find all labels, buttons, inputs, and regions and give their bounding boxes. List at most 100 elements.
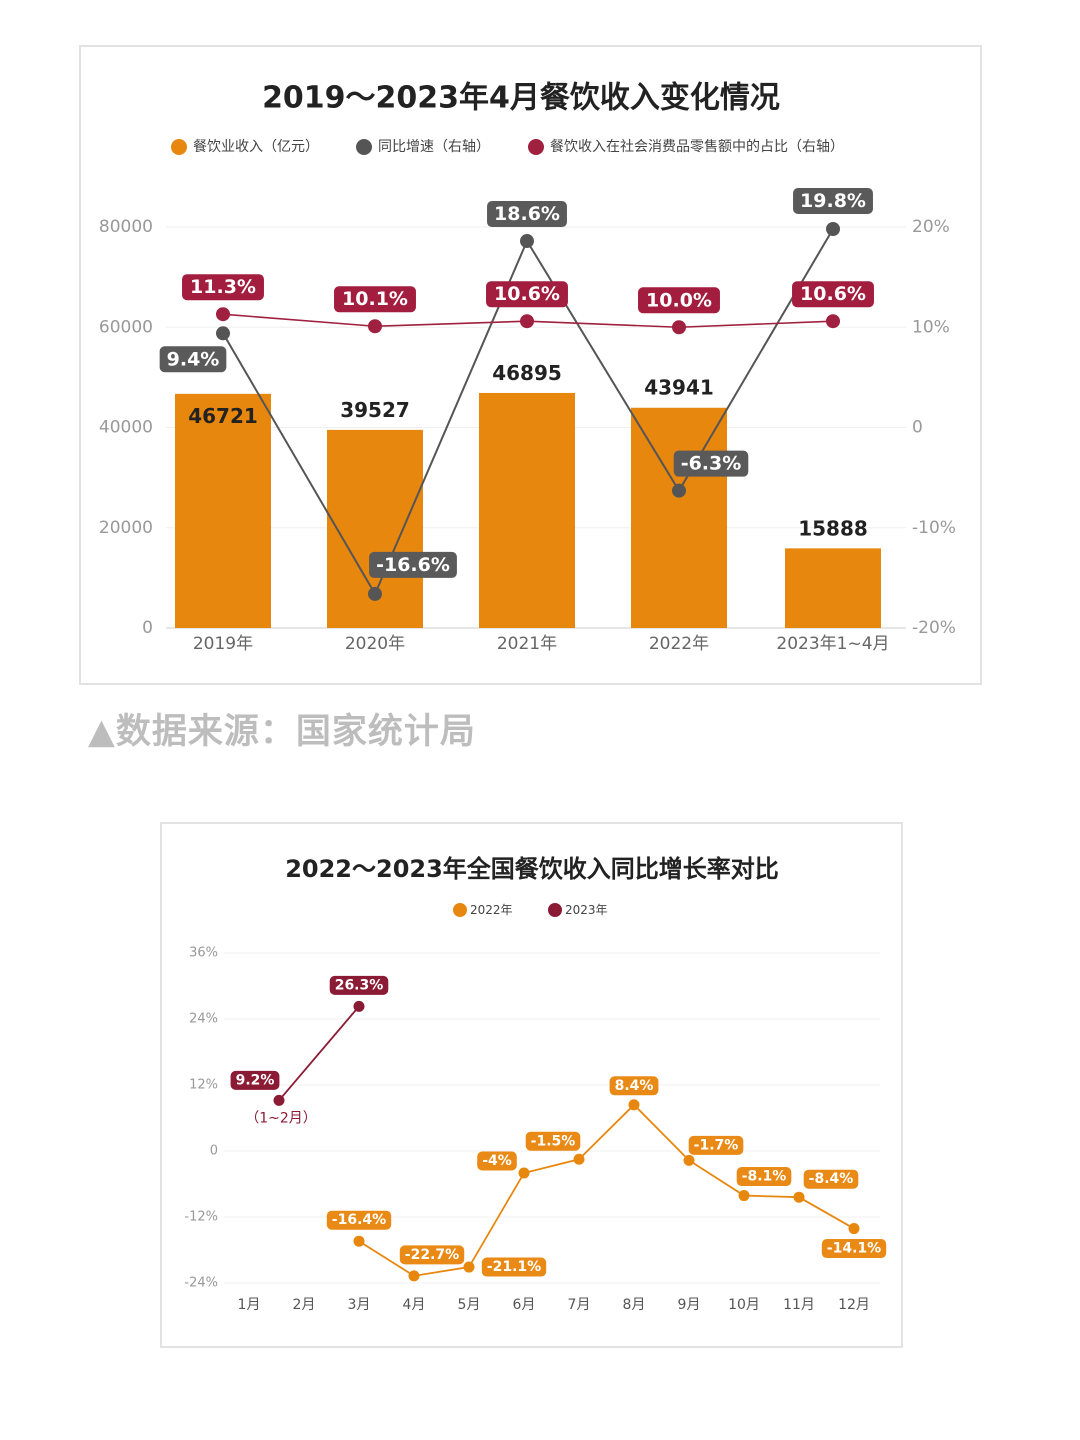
- point-2023: [273, 1094, 285, 1106]
- x-tick-label: 10月: [728, 1297, 760, 1313]
- chart-title: 2019～2023年4月餐饮收入变化情况: [262, 81, 780, 116]
- label-2022-text: -1.7%: [694, 1137, 739, 1153]
- share-label-text: 10.0%: [646, 289, 712, 311]
- label-2022: [525, 1131, 581, 1151]
- x-tick-label: 2019年: [193, 634, 253, 654]
- x-tick-label: 5月: [458, 1297, 481, 1313]
- growth-label: [673, 450, 749, 477]
- label-2022: [399, 1245, 465, 1265]
- label-2022: [481, 1257, 547, 1277]
- bar-value-label: 43941: [644, 376, 714, 400]
- label-2023: [230, 1070, 280, 1090]
- bar-value-label: 46895: [492, 361, 562, 385]
- share-point: [520, 314, 534, 329]
- label-2022-text: -1.5%: [531, 1133, 576, 1149]
- y-tick-left: 80000: [99, 217, 153, 237]
- bar-2023年1~4月: [785, 548, 881, 628]
- growth-label-text: -16.6%: [376, 554, 450, 576]
- legend-marker-2: [528, 139, 544, 155]
- label-2022-text: -21.1%: [487, 1259, 541, 1275]
- y-tick-left: 20000: [99, 518, 153, 538]
- y-tick: 0: [210, 1144, 218, 1159]
- chart-title: 2022～2023年全国餐饮收入同比增长率对比: [285, 855, 779, 883]
- label-2022: [477, 1151, 517, 1171]
- growth-label: [369, 551, 457, 578]
- y-tick-right: -20%: [912, 618, 956, 638]
- x-tick-label: 11月: [783, 1297, 815, 1313]
- growth-label-text: -6.3%: [681, 453, 742, 475]
- bar-value-label: 46721: [188, 404, 258, 428]
- legend-label-0: 2022年: [470, 903, 513, 917]
- x-tick-label: 2月: [293, 1297, 316, 1313]
- bar-2021年: [479, 392, 575, 628]
- point-2022: [518, 1167, 530, 1179]
- growth-label-text: 9.4%: [167, 348, 220, 370]
- bar-2022年: [631, 407, 727, 628]
- x-tick-label: 7月: [568, 1297, 591, 1313]
- bar-2019年: [175, 393, 271, 628]
- legend-marker-1: [356, 139, 372, 155]
- y-tick-left: 60000: [99, 317, 153, 337]
- growth-point: [826, 222, 840, 237]
- growth-point: [216, 326, 230, 341]
- growth-label-text: 19.8%: [800, 190, 866, 212]
- point-2022: [463, 1261, 475, 1273]
- label-2022-text: -22.7%: [405, 1247, 459, 1263]
- x-tick-label: 8月: [623, 1297, 646, 1313]
- label-2022: [688, 1135, 744, 1155]
- label-2023: [329, 975, 389, 995]
- share-label: [182, 274, 264, 301]
- share-point: [216, 307, 230, 322]
- legend-label-0: 餐饮业收入（亿元）: [193, 139, 319, 155]
- growth-point: [672, 483, 686, 498]
- line-2022: [358, 1103, 855, 1277]
- label-2022-text: -16.4%: [332, 1212, 386, 1228]
- x-tick-label: 3月: [348, 1297, 371, 1313]
- y-tick-right: -10%: [912, 518, 956, 538]
- label-2022-text: -8.1%: [742, 1169, 787, 1185]
- y-tick-left: 0: [142, 618, 153, 638]
- share-point: [826, 314, 840, 329]
- data-source-note: ▲数据来源：国家统计局: [88, 712, 476, 752]
- share-label-text: 10.1%: [342, 288, 408, 310]
- legend-label-1: 同比增速（右轴）: [378, 139, 490, 155]
- label-2022: [803, 1169, 859, 1189]
- label-2022: [821, 1239, 887, 1259]
- period-annotation: （1~2月）: [245, 1110, 317, 1126]
- point-2022: [353, 1235, 365, 1247]
- growth-label: [793, 188, 873, 215]
- bar-value-label: 39527: [340, 398, 410, 422]
- label-2022-text: -8.4%: [809, 1171, 854, 1187]
- share-label: [792, 281, 874, 308]
- y-tick-right: 20%: [912, 217, 950, 237]
- share-label-text: 10.6%: [494, 283, 560, 305]
- revenue-chart-panel: 2019～2023年4月餐饮收入变化情况餐饮业收入（亿元） 同比增速（右轴） 餐饮收…: [79, 45, 982, 685]
- growth-label: [487, 201, 567, 228]
- label-2022-text: -4%: [482, 1153, 512, 1169]
- y-tick-left: 40000: [99, 418, 153, 438]
- label-2022-text: 8.4%: [615, 1078, 654, 1094]
- y-tick: -24%: [184, 1276, 218, 1291]
- growth-label-text: 18.6%: [494, 203, 560, 225]
- legend-marker-0: [453, 903, 467, 917]
- x-tick-label: 4月: [403, 1297, 426, 1313]
- y-tick-right: 0: [912, 418, 923, 438]
- share-point: [672, 320, 686, 335]
- x-tick-label: 2020年: [345, 634, 405, 654]
- line-2023: [278, 1005, 360, 1101]
- legend-label-2: 餐饮收入在社会消费品零售额中的占比（右轴）: [550, 139, 844, 155]
- growth-chart-panel: 2022～2023年全国餐饮收入同比增长率对比 2022年 2023年 36% 24% 1…: [160, 822, 903, 1348]
- x-tick-label: 2021年: [497, 634, 557, 654]
- growth-point: [520, 234, 534, 249]
- label-2022-text: -14.1%: [827, 1241, 881, 1257]
- y-tick-right: 10%: [912, 317, 950, 337]
- point-2023: [353, 1000, 365, 1012]
- x-tick-label: 6月: [513, 1297, 536, 1313]
- x-tick-label: 2023年1~4月: [776, 634, 889, 654]
- label-2022: [736, 1167, 792, 1187]
- share-label-text: 10.6%: [800, 283, 866, 305]
- label-2022: [326, 1210, 392, 1230]
- growth-chart: 2022～2023年全国餐饮收入同比增长率对比 2022年 2023年 36% 24% 1…: [184, 855, 887, 1313]
- point-2022: [408, 1270, 420, 1282]
